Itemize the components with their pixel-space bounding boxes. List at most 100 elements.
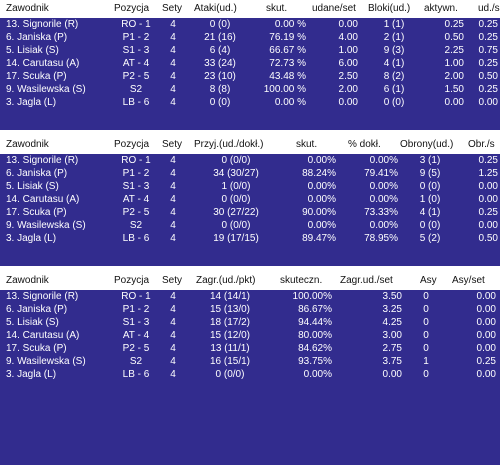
table-cell: 4 — [170, 71, 176, 82]
attack-block-stats-panel: Zawodnik Pozycja Sety Ataki(ud.) skut. u… — [0, 0, 500, 109]
table-cell: LB - 6 — [122, 97, 150, 108]
table-cell: 0.00 — [476, 369, 496, 380]
col-attack-eff: skut. — [266, 3, 288, 14]
table-cell: 0.00% — [307, 181, 336, 192]
table-cell: 0 (0) — [209, 19, 231, 30]
table-cell: 3 (1) — [419, 155, 441, 166]
table-row: 13. Signorile (R) RO - 1 4 0 (0) 0.00 % 0.00 1… — [0, 18, 500, 31]
col-blocks: Bloki(ud.) — [368, 3, 411, 14]
table-cell: 16 (15/1) — [209, 356, 251, 367]
table-cell: 0 (0/0) — [221, 155, 251, 166]
table-cell: 4 — [170, 220, 176, 231]
table-cell: 0.00 — [476, 304, 496, 315]
col-receptions: Przyj.(ud./dokł.) — [194, 139, 264, 150]
table-cell: 0.25 — [478, 58, 498, 69]
table-row: 9. Wasilewska (S) S2 4 0 (0/0) 0.00% 0.00% 0 (… — [0, 219, 500, 232]
table-cell: 0.00% — [307, 155, 336, 166]
table-cell: 0.50 — [478, 71, 498, 82]
table-cell: 0.25 — [444, 19, 464, 30]
table-cell: 13. Signorile (R) — [6, 19, 79, 30]
table-cell: 43.48 % — [269, 71, 306, 82]
table-cell: 4 (1) — [419, 207, 441, 218]
table-cell: 0.00 % — [274, 19, 306, 30]
table-cell: 4 (1) — [383, 58, 405, 69]
table-cell: 94.44% — [298, 317, 332, 328]
table-cell: 13 (11/1) — [210, 343, 250, 354]
table-cell: RO - 1 — [121, 155, 151, 166]
table-cell: 4 — [170, 304, 176, 315]
table-row: 3. Jagla (L) LB - 6 4 0 (0/0) 0.00% 0.00 0 0.00 — [0, 368, 500, 381]
col-sets: Sety — [162, 275, 183, 286]
table-cell: 72.73 % — [269, 58, 306, 69]
col-serve-eff: skuteczn. — [280, 275, 323, 286]
table-cell: 0.00% — [369, 220, 398, 231]
table-cell: 17. Scuka (P) — [6, 207, 67, 218]
table-cell: 3. Jagla (L) — [6, 369, 57, 380]
table-cell: 0 (0) — [209, 97, 231, 108]
attack-block-header: Zawodnik Pozycja Sety Ataki(ud.) skut. u… — [0, 0, 500, 18]
table-cell: RO - 1 — [121, 291, 151, 302]
table-row: 17. Scuka (P) P2 - 5 4 30 (27/22) 90.00% 73.3… — [0, 206, 500, 219]
table-cell: 8 (2) — [383, 71, 405, 82]
table-cell: 30 (27/22) — [213, 207, 259, 218]
table-cell: 0.00% — [307, 194, 336, 205]
table-row: 17. Scuka (P) P2 - 5 4 13 (11/1) 84.62% 2.75 0… — [0, 342, 500, 355]
table-cell: 14. Carutasu (A) — [6, 58, 80, 69]
table-row: 6. Janiska (P) P1 - 2 4 15 (13/0) 86.67% 3.25… — [0, 303, 500, 316]
table-cell: 0.00 — [478, 97, 498, 108]
table-cell: 0 (0/0) — [221, 194, 251, 205]
table-cell: 4 — [170, 58, 176, 69]
table-cell: 0.00% — [369, 194, 398, 205]
table-cell: 8 (8) — [209, 84, 231, 95]
table-cell: 14 (14/1) — [209, 291, 251, 302]
table-row: 9. Wasilewska (S) S2 4 8 (8) 100.00 % 2.00 6 (… — [0, 83, 500, 96]
serve-stats-panel: Zawodnik Pozycja Sety Zagr.(ud./pkt) sku… — [0, 272, 500, 381]
table-row: 3. Jagla (L) LB - 6 4 0 (0) 0.00 % 0.00 0 (0) 0… — [0, 96, 500, 109]
panel-divider — [0, 266, 500, 272]
table-cell: 3.75 — [382, 356, 402, 367]
table-cell: 0 (0/0) — [215, 369, 245, 380]
table-cell: 6. Janiska (P) — [6, 168, 68, 179]
reception-defense-rows: 13. Signorile (R) RO - 1 4 0 (0/0) 0.00% 0.00… — [0, 154, 500, 245]
col-player: Zawodnik — [6, 3, 49, 14]
table-cell: 2.25 — [444, 45, 464, 56]
table-cell: 0.00 % — [274, 97, 306, 108]
table-cell: 33 (24) — [204, 58, 236, 69]
table-cell: 21 (16) — [204, 32, 236, 43]
table-cell: 0.25 — [478, 155, 498, 166]
table-cell: AT - 4 — [122, 58, 150, 69]
table-row: 3. Jagla (L) LB - 6 4 19 (17/15) 89.47% 78.95… — [0, 232, 500, 245]
table-cell: 0.75 — [478, 45, 498, 56]
table-cell: 3.50 — [382, 291, 402, 302]
table-cell: 0.00 — [338, 19, 358, 30]
table-cell: 78.95% — [364, 233, 398, 244]
table-cell: 1.25 — [478, 168, 498, 179]
table-cell: 14. Carutasu (A) — [6, 330, 80, 341]
table-cell: 84.62% — [298, 343, 332, 354]
col-position: Pozycja — [114, 3, 150, 14]
table-cell: 0 (0/0) — [221, 220, 251, 231]
table-cell: 4 — [170, 32, 176, 43]
table-row: 6. Janiska (P) P1 - 2 4 34 (30/27) 88.24% 79.… — [0, 167, 500, 180]
col-attack-per-set: udane/set — [312, 3, 356, 14]
table-cell: 19 (17/15) — [213, 233, 259, 244]
table-cell: 0.00 — [476, 291, 496, 302]
table-cell: 0.25 — [478, 207, 498, 218]
table-cell: 0.00 — [478, 181, 498, 192]
table-cell: 6. Janiska (P) — [6, 304, 68, 315]
table-row: 17. Scuka (P) P2 - 5 4 23 (10) 43.48 % 2.50 8 … — [0, 70, 500, 83]
table-cell: 90.00% — [302, 207, 336, 218]
reception-defense-stats-panel: Zawodnik Pozycja Sety Przyj.(ud./dokł.) … — [0, 136, 500, 245]
table-cell: LB - 6 — [122, 369, 150, 380]
table-cell: 5. Lisiak (S) — [6, 45, 59, 56]
table-cell: 0.00 — [338, 97, 358, 108]
table-cell: 4.25 — [382, 317, 402, 328]
col-digs: Obrony(ud.) — [400, 139, 454, 150]
table-cell: 80.00% — [298, 330, 332, 341]
table-cell: 14. Carutasu (A) — [6, 194, 80, 205]
table-cell: 1 (1) — [383, 19, 405, 30]
table-cell: 0 (0) — [419, 220, 441, 231]
table-row: 14. Carutasu (A) AT - 4 4 15 (12/0) 80.00% 3.… — [0, 329, 500, 342]
table-cell: AT - 4 — [122, 194, 150, 205]
table-cell: 4 — [170, 181, 176, 192]
